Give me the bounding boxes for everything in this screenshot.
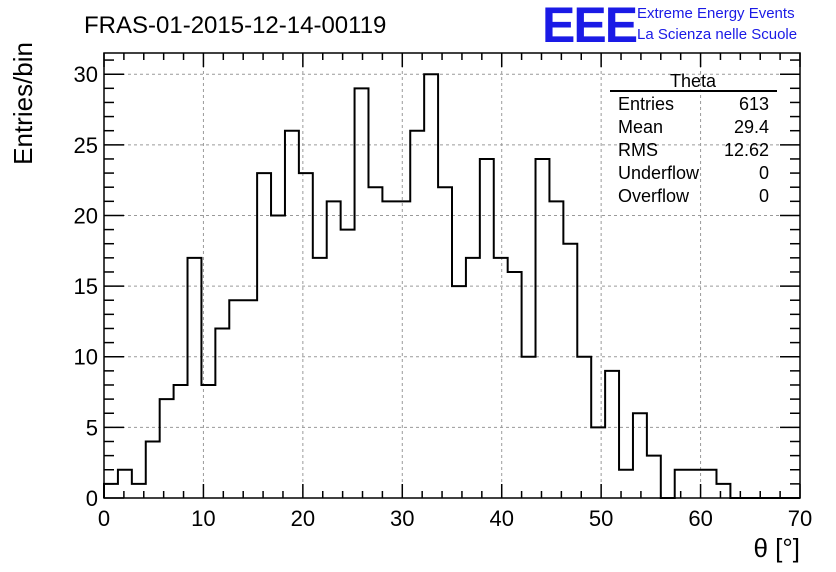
- stats-value: 613: [739, 94, 769, 114]
- x-tick-label: 40: [489, 506, 513, 531]
- histogram-bin: [494, 258, 508, 498]
- histogram-bin: [160, 399, 174, 498]
- axis-ticks: [103, 53, 801, 499]
- histogram-bin: [285, 131, 299, 498]
- x-axis-title: θ [°]: [753, 533, 800, 563]
- histogram-bin: [215, 328, 229, 498]
- histogram-bin: [633, 413, 647, 498]
- histogram-bin: [563, 244, 577, 498]
- plot-frame: [103, 52, 801, 499]
- histogram-bin: [104, 484, 118, 498]
- stats-label: Mean: [618, 117, 663, 137]
- y-tick-label: 20: [74, 203, 98, 228]
- histogram-bin: [508, 272, 522, 498]
- tick-labels: 0 10 20 30 40 50 60 70 0 5 10 15 20 25 30: [74, 62, 813, 531]
- histogram-bin: [396, 201, 410, 498]
- histogram-bin: [174, 385, 188, 498]
- y-tick-label: 5: [86, 415, 98, 440]
- histogram-bin: [313, 258, 327, 498]
- stats-label: Underflow: [618, 163, 700, 183]
- stats-value: 29.4: [734, 117, 769, 137]
- histogram-bin: [368, 187, 382, 498]
- histogram-bin: [452, 286, 466, 498]
- histogram-bin: [188, 258, 202, 498]
- histogram-bin: [229, 300, 243, 498]
- histogram-bin: [118, 470, 132, 498]
- histogram-bin: [243, 300, 257, 498]
- histogram-bin: [257, 173, 271, 498]
- histogram-bin: [410, 131, 424, 498]
- stats-label: Entries: [618, 94, 674, 114]
- histogram-bin: [536, 159, 550, 498]
- org-line-1: Extreme Energy Events: [637, 5, 795, 22]
- y-tick-label: 0: [86, 486, 98, 511]
- x-tick-label: 60: [688, 506, 712, 531]
- histogram-outline: [103, 73, 800, 499]
- stats-box: Theta Entries 613 Mean 29.4 RMS 12.62 Underflo…: [610, 71, 777, 206]
- x-tick-label: 70: [788, 506, 812, 531]
- histogram-bin: [675, 470, 689, 498]
- histogram-bin: [299, 173, 313, 498]
- histogram-bin: [716, 484, 730, 498]
- histogram-bin: [703, 470, 717, 498]
- eee-logo: EEE Extreme Energy Events La Scienza nel…: [542, 0, 797, 53]
- chart-title: FRAS-01-2015-12-14-00119: [84, 12, 386, 39]
- stats-value: 0: [759, 163, 769, 183]
- x-tick-label: 10: [191, 506, 215, 531]
- stats-value: 12.62: [724, 140, 769, 160]
- histogram-bin: [146, 441, 160, 498]
- y-tick-label: 25: [74, 133, 98, 158]
- histogram-bin: [382, 201, 396, 498]
- y-tick-label: 15: [74, 274, 98, 299]
- stats-label: RMS: [618, 140, 658, 160]
- stats-title: Theta: [670, 71, 717, 91]
- histogram-bin: [647, 456, 661, 498]
- histogram-bin: [466, 258, 480, 498]
- histogram-bin: [591, 427, 605, 498]
- stats-value: 0: [759, 186, 769, 206]
- x-tick-label: 50: [589, 506, 613, 531]
- histogram-bin: [327, 201, 341, 498]
- histogram-bin: [438, 187, 452, 498]
- y-tick-label: 30: [74, 62, 98, 87]
- logo-text: EEE: [542, 0, 637, 53]
- stats-label: Overflow: [618, 186, 690, 206]
- org-line-2: La Scienza nelle Scuole: [637, 26, 797, 43]
- histogram-bin: [480, 159, 494, 498]
- histogram-bin: [605, 371, 619, 498]
- histogram-bin: [341, 230, 355, 498]
- histogram-bin: [355, 88, 369, 498]
- x-tick-label: 0: [98, 506, 110, 531]
- histogram-bin: [522, 357, 536, 498]
- x-tick-label: 30: [390, 506, 414, 531]
- y-axis-title: Entries/bin: [8, 42, 38, 165]
- y-tick-label: 10: [74, 345, 98, 370]
- histogram-bin: [549, 201, 563, 498]
- x-tick-label: 20: [291, 506, 315, 531]
